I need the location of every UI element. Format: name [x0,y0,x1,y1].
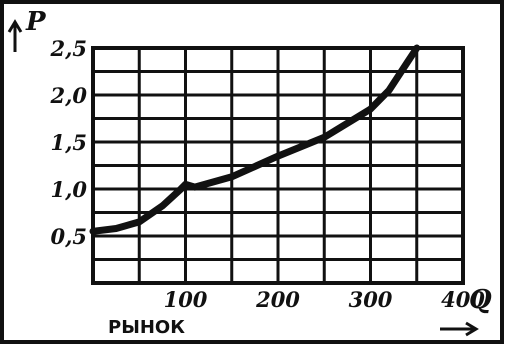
x-axis-arrow-icon [440,321,479,337]
series-line [89,44,421,235]
x-tick-label: 300 [349,287,393,312]
grid [93,48,463,283]
y-tick-label: 2,0 [49,83,87,108]
y-tick-label: 1,0 [50,177,87,202]
y-axis-arrow-icon [7,19,23,52]
chart-caption: РЫНОК [108,317,185,338]
y-axis-label: P [25,7,47,37]
plot-border [91,46,465,285]
y-tick-label: 0,5 [50,224,87,249]
axes [91,46,465,285]
x-axis-label: Q [469,285,492,315]
x-tick-label: 400 [441,287,485,312]
y-tick-label: 1,5 [50,130,87,155]
tick-labels: 0,5 1,0 1,5 2,0 2,5 100 200 300 400 [49,36,485,312]
y-tick-label: 2,5 [49,36,87,61]
series-layer [89,44,421,235]
x-tick-label: 200 [255,287,300,312]
x-tick-label: 100 [164,287,208,312]
